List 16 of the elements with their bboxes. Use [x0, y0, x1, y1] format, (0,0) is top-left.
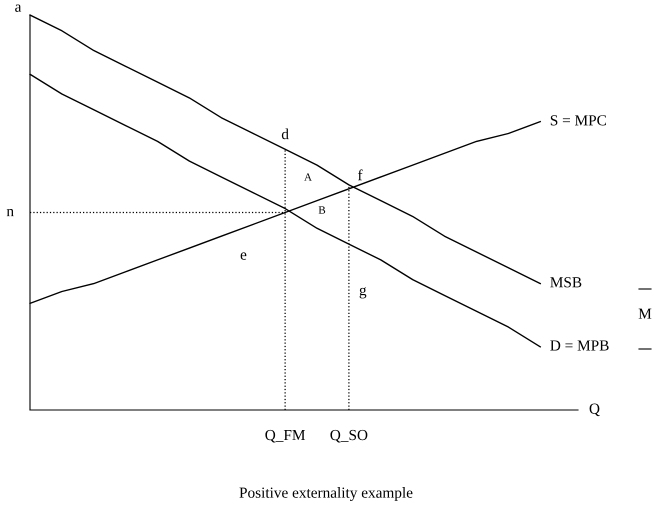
text: M	[638, 308, 652, 319]
legend-label: D = MPB	[550, 340, 609, 351]
text: a	[15, 4, 22, 12]
series-label: S = MPC	[550, 115, 606, 126]
x-tick-label: Q_FM	[265, 430, 306, 443]
text: Positive externality example	[239, 487, 412, 501]
x-tick-label: Q_SO	[330, 430, 368, 443]
annotation: f	[358, 169, 363, 180]
annotation: d	[282, 128, 289, 140]
annotation: e	[240, 252, 246, 260]
ref-line-label: n	[6, 208, 14, 216]
x-axis-title: Q	[590, 404, 600, 416]
annotation: g	[360, 287, 366, 298]
series-label: MSB	[550, 277, 582, 288]
annotation: B	[318, 206, 326, 214]
annotation: A	[304, 173, 312, 181]
